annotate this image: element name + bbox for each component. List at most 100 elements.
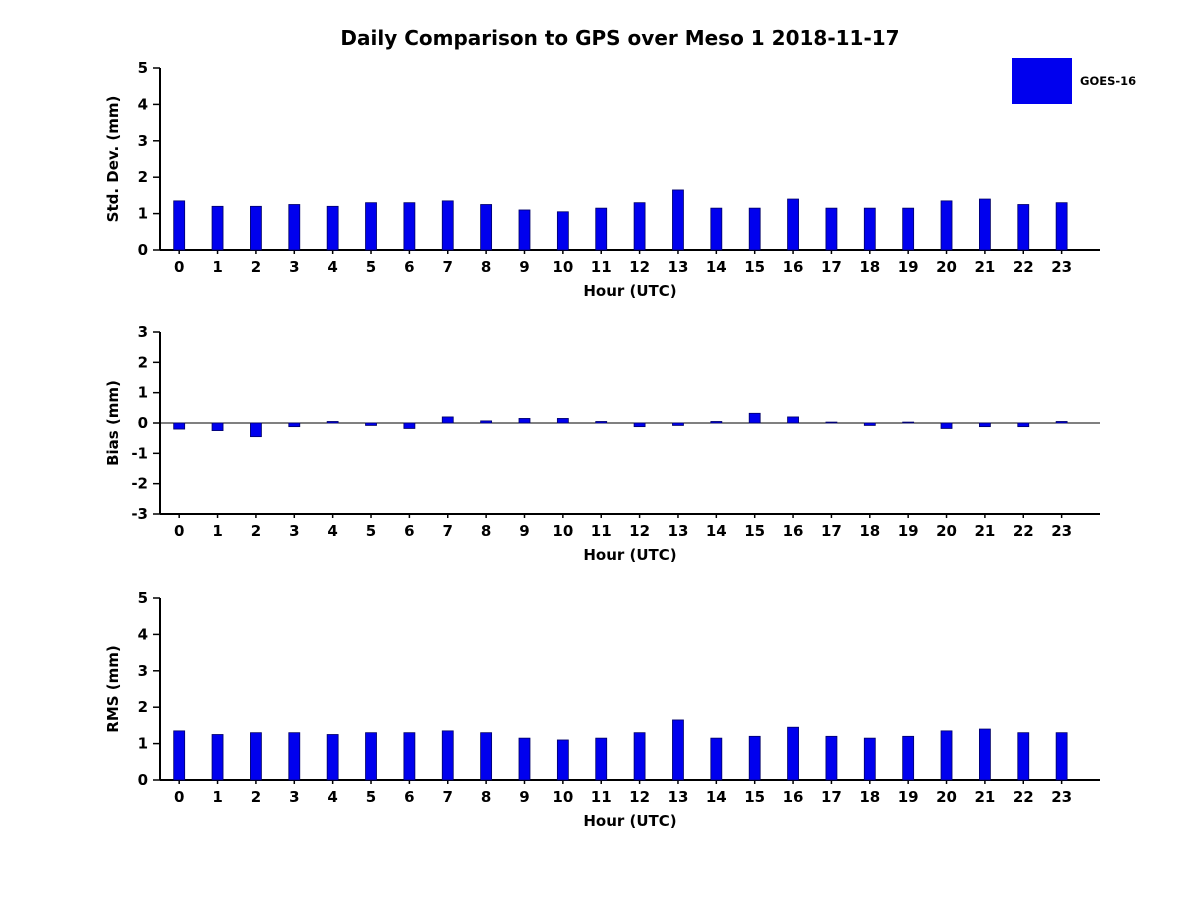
y-tick-label: 1 — [138, 205, 148, 223]
x-tick-label: 12 — [629, 522, 650, 540]
bar — [748, 412, 761, 424]
legend-label-goes16: GOES-16 — [1080, 74, 1137, 88]
bar — [710, 737, 723, 781]
x-tick-label: 20 — [936, 788, 957, 806]
x-tick-label: 20 — [936, 522, 957, 540]
bar — [518, 418, 531, 424]
bar — [595, 421, 608, 424]
bar — [211, 422, 224, 431]
bar — [748, 735, 761, 781]
x-tick-label: 8 — [481, 788, 491, 806]
x-tick-label: 18 — [859, 258, 880, 276]
bar — [288, 204, 301, 251]
bar — [288, 422, 301, 428]
x-tick-label: 23 — [1051, 788, 1072, 806]
bar — [633, 202, 646, 251]
x-tick-label: 3 — [289, 258, 299, 276]
x-tick-label: 10 — [552, 522, 573, 540]
x-tick-label: 2 — [251, 258, 261, 276]
x-tick-label: 0 — [174, 788, 184, 806]
x-tick-label: 13 — [668, 258, 689, 276]
bar — [365, 202, 377, 251]
x-tick-label: 9 — [519, 788, 529, 806]
x-tick-label: 15 — [744, 258, 765, 276]
bar — [288, 732, 301, 781]
y-tick-label: 4 — [138, 95, 148, 113]
x-tick-label: 23 — [1051, 258, 1072, 276]
y-tick-label: -1 — [131, 444, 148, 462]
bar — [902, 421, 915, 424]
bar — [863, 422, 876, 426]
bar — [556, 211, 569, 251]
bar — [748, 207, 761, 251]
bar — [940, 200, 953, 251]
x-axis-label: Hour (UTC) — [583, 546, 676, 564]
rms-chart-block: 0 1 2 3 4 5 0 1 2 3 4 5 6 7 8 9 10 11 12 13 14 15 16 17 18 19 20 21… — [0, 584, 1200, 834]
x-tick-label: 17 — [821, 788, 842, 806]
y-tick-label: 0 — [138, 241, 148, 259]
bar — [863, 737, 876, 781]
bar — [672, 422, 684, 426]
bar — [825, 735, 838, 781]
bar — [787, 726, 799, 781]
x-tick-label: 1 — [212, 522, 222, 540]
y-tick-label: 5 — [138, 589, 148, 607]
x-tick-label: 4 — [327, 788, 337, 806]
bar — [978, 198, 991, 251]
x-tick-label: 18 — [859, 788, 880, 806]
x-tick-label: 17 — [821, 522, 842, 540]
x-tick-label: 7 — [443, 788, 453, 806]
bar — [365, 422, 377, 426]
y-tick-label: 2 — [138, 698, 148, 716]
bar — [480, 420, 493, 424]
bar — [710, 421, 723, 424]
x-tick-label: 1 — [212, 788, 222, 806]
x-tick-label: 5 — [366, 788, 376, 806]
bar — [902, 207, 915, 251]
bar — [825, 421, 838, 424]
x-tick-label: 5 — [366, 522, 376, 540]
bar — [403, 202, 416, 251]
x-tick-label: 2 — [251, 788, 261, 806]
x-tick-label: 10 — [552, 258, 573, 276]
bar — [211, 734, 224, 781]
x-tick-label: 22 — [1013, 258, 1034, 276]
y-tick-label: 3 — [138, 662, 148, 680]
x-tick-label: 21 — [974, 522, 995, 540]
x-tick-label: 18 — [859, 522, 880, 540]
x-tick-label: 21 — [974, 788, 995, 806]
x-tick-label: 7 — [443, 522, 453, 540]
x-tick-label: 2 — [251, 522, 261, 540]
x-tick-label: 6 — [404, 522, 414, 540]
bar — [518, 209, 531, 251]
bar — [1055, 421, 1068, 424]
bar — [556, 418, 569, 424]
y-tick-label: 4 — [138, 625, 148, 643]
bar — [1017, 422, 1030, 428]
y-tick-label: 5 — [138, 59, 148, 77]
x-tick-label: 11 — [591, 258, 612, 276]
bar — [250, 422, 262, 438]
x-tick-label: 17 — [821, 258, 842, 276]
x-axis-label: Hour (UTC) — [583, 282, 676, 300]
bar — [211, 205, 224, 251]
bar — [940, 422, 953, 429]
x-tick-label: 13 — [668, 522, 689, 540]
bar — [633, 732, 646, 781]
x-tick-label: 8 — [481, 258, 491, 276]
x-tick-label: 6 — [404, 258, 414, 276]
y-tick-label: 3 — [138, 132, 148, 150]
bar — [326, 734, 339, 781]
x-tick-label: 4 — [327, 258, 337, 276]
bar — [978, 422, 991, 428]
x-tick-label: 0 — [174, 258, 184, 276]
bar — [326, 205, 339, 251]
x-tick-label: 14 — [706, 788, 727, 806]
bar — [902, 735, 915, 781]
x-tick-label: 3 — [289, 788, 299, 806]
x-tick-label: 1 — [212, 258, 222, 276]
bar — [825, 207, 838, 251]
bar — [365, 732, 377, 781]
x-tick-label: 12 — [629, 258, 650, 276]
